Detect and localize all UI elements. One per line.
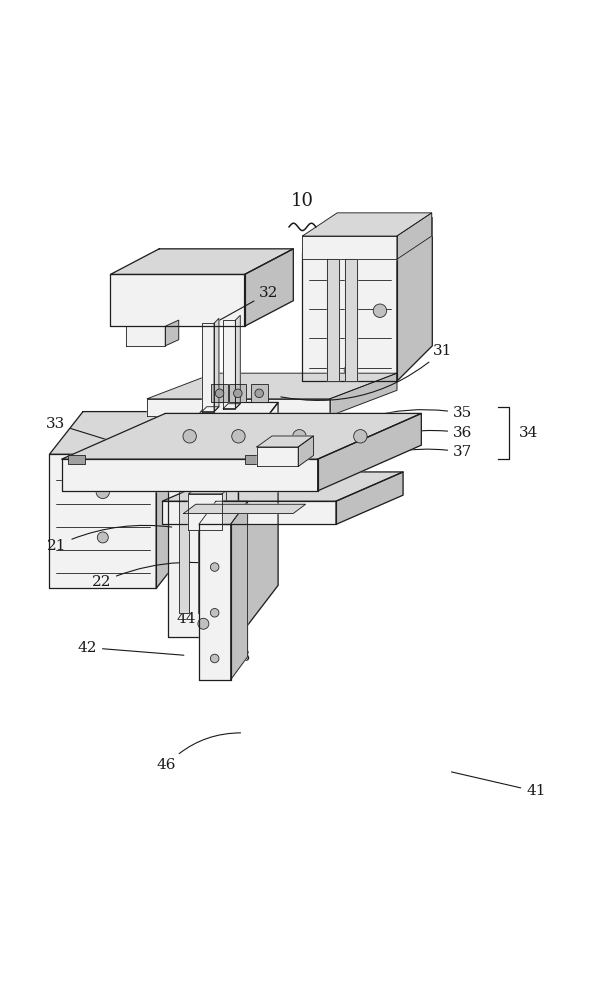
Polygon shape [298,436,313,466]
Polygon shape [49,412,189,454]
Circle shape [255,389,263,398]
Polygon shape [163,501,336,524]
Polygon shape [188,494,222,530]
Text: 35: 35 [369,406,472,420]
Polygon shape [166,320,178,346]
Polygon shape [156,412,189,588]
Polygon shape [62,413,422,459]
Polygon shape [257,447,298,466]
Text: 21: 21 [47,525,172,553]
Polygon shape [330,373,397,416]
Bar [197,491,207,613]
Polygon shape [257,436,313,447]
Polygon shape [62,459,318,491]
Text: 33: 33 [46,417,141,450]
Circle shape [293,430,306,443]
Polygon shape [223,404,240,409]
Polygon shape [163,472,403,501]
Polygon shape [238,402,278,637]
Text: 42: 42 [78,641,184,655]
Polygon shape [397,213,432,259]
Polygon shape [169,402,278,454]
Text: 37: 37 [342,445,472,471]
Circle shape [198,618,209,629]
Polygon shape [188,485,234,494]
Polygon shape [336,472,403,524]
Text: 41: 41 [452,772,546,798]
Text: 44: 44 [177,611,208,626]
Text: 46: 46 [157,733,241,772]
Circle shape [183,430,196,443]
Text: 31: 31 [281,344,452,400]
Text: 36: 36 [354,426,472,447]
Polygon shape [202,407,219,412]
Circle shape [210,563,219,571]
Polygon shape [126,326,166,346]
Text: 10: 10 [291,192,314,210]
Bar [244,455,262,464]
Bar [216,491,225,613]
Text: 43: 43 [232,645,251,664]
Circle shape [215,389,224,398]
Polygon shape [302,236,397,259]
Polygon shape [327,259,339,381]
Polygon shape [147,373,397,399]
Circle shape [210,609,219,617]
Circle shape [97,532,108,543]
Polygon shape [318,413,422,491]
Circle shape [373,304,387,317]
Circle shape [232,430,245,443]
Text: 45: 45 [203,635,229,650]
Bar [68,455,85,464]
Circle shape [96,485,109,499]
Polygon shape [235,315,240,409]
Polygon shape [183,504,306,513]
Polygon shape [302,253,397,381]
Bar [211,384,228,402]
Circle shape [344,365,355,376]
Bar [179,491,189,613]
Polygon shape [230,501,247,680]
Polygon shape [199,524,230,680]
Polygon shape [111,274,244,326]
Polygon shape [49,454,156,588]
Polygon shape [345,259,357,381]
Polygon shape [223,320,235,409]
Polygon shape [147,399,330,416]
Polygon shape [199,501,247,524]
Polygon shape [302,218,433,253]
Polygon shape [169,454,238,637]
Polygon shape [244,249,293,326]
Circle shape [354,430,367,443]
Polygon shape [111,249,293,274]
Text: 34: 34 [519,426,538,440]
Polygon shape [214,318,219,412]
Polygon shape [202,323,214,412]
Text: 22: 22 [92,562,245,589]
Text: 32: 32 [216,286,279,322]
Circle shape [210,654,219,663]
Circle shape [233,389,242,398]
Bar [251,384,268,402]
Polygon shape [397,218,433,381]
Polygon shape [302,213,432,236]
Bar [229,384,246,402]
